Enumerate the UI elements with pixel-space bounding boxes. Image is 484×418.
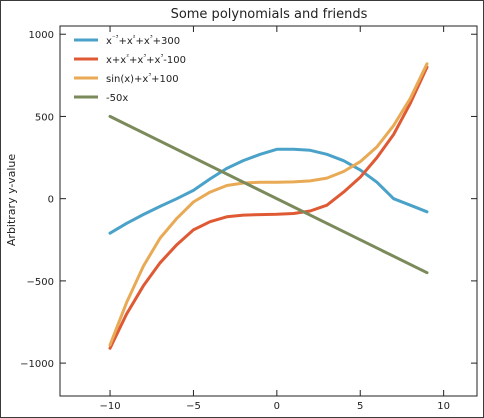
chart-title: Some polynomials and friends bbox=[171, 7, 368, 22]
legend-label-2: x+x²+x³+x³-100 bbox=[106, 53, 186, 66]
axis-ticks bbox=[60, 26, 477, 396]
series-line-1 bbox=[108, 147, 429, 235]
series-line-2 bbox=[108, 65, 429, 350]
y-tick-label: 1000 bbox=[29, 30, 54, 41]
series-line-3 bbox=[108, 62, 429, 347]
x-tick-label: 5 bbox=[357, 401, 363, 412]
y-tick-label: 500 bbox=[35, 112, 54, 123]
y-tick-label: −500 bbox=[27, 277, 54, 288]
tick-labels: −10 −5 0 5 10 −1000 −500 0 500 1000 bbox=[20, 30, 450, 412]
y-axis-label: Arbitrary y-value bbox=[5, 154, 18, 246]
legend: x⁻³+x²+x³+300 x+x²+x³+x³-100 sin(x)+x³+100… bbox=[74, 34, 186, 104]
x-tick-label: 10 bbox=[437, 401, 450, 412]
x-tick-label: −10 bbox=[99, 401, 120, 412]
legend-label-3: sin(x)+x³+100 bbox=[106, 72, 179, 85]
y-tick-label: 0 bbox=[48, 195, 54, 206]
x-tick-label: 0 bbox=[274, 401, 280, 412]
x-tick-label: −5 bbox=[186, 401, 201, 412]
series-lines bbox=[108, 62, 429, 350]
legend-label-1: x⁻³+x²+x³+300 bbox=[106, 34, 180, 47]
legend-label-4: -50x bbox=[106, 93, 128, 104]
series-line-4 bbox=[108, 114, 429, 275]
y-tick-label: −1000 bbox=[20, 359, 54, 370]
plot-area bbox=[59, 25, 478, 397]
